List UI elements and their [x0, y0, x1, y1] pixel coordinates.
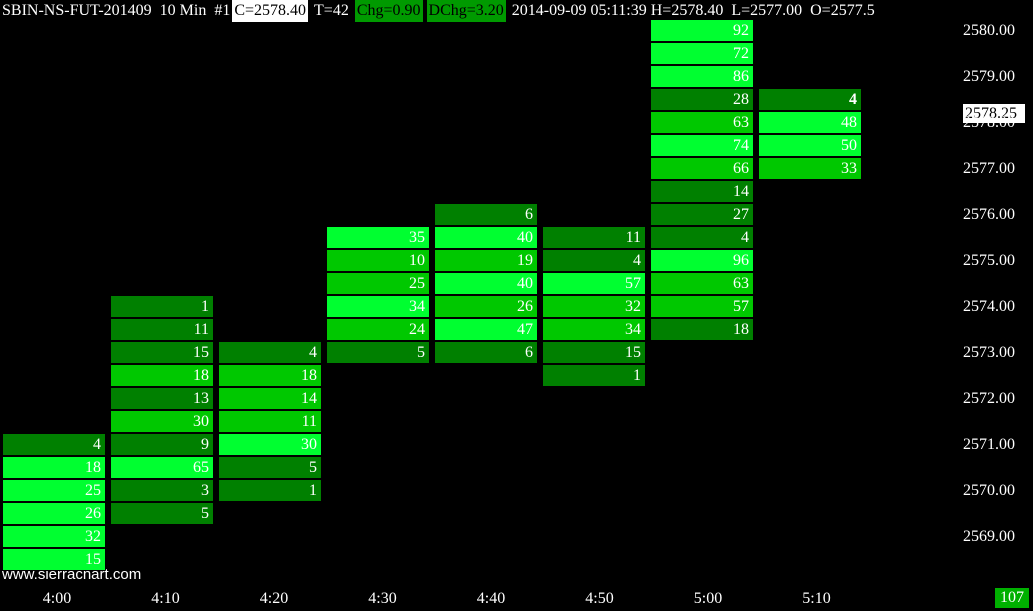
time-axis-label: 5:00: [693, 590, 723, 607]
price-axis-label: 2570.00: [963, 482, 1015, 499]
chart-header: SBIN-NS-FUT-201409 10 Min #1 C=2578.40 T=…: [0, 0, 960, 22]
datetime-label: 2014-09-09 05:11:39: [511, 2, 647, 19]
volume-cell: 15: [3, 548, 105, 571]
volume-cell: 40: [435, 226, 537, 249]
volume-cell: 9: [111, 433, 213, 456]
volume-cell: 63: [651, 111, 753, 134]
volume-cell: 4: [759, 88, 861, 111]
volume-cell: 18: [111, 364, 213, 387]
volume-cell: 48: [759, 111, 861, 134]
volume-cell: 27: [651, 203, 753, 226]
volume-cell: 15: [543, 341, 645, 364]
volume-cell: 19: [435, 249, 537, 272]
price-axis-label: 2578.00: [963, 114, 1015, 131]
volume-cell: 74: [651, 134, 753, 157]
price-axis-label: 2573.00: [963, 344, 1015, 361]
price-axis-label: 2569.00: [963, 528, 1015, 545]
volume-cell: 28: [651, 88, 753, 111]
volume-cell: 1: [219, 479, 321, 502]
chart-number-label: #1: [214, 2, 231, 19]
current-price-marker: 2578.25: [963, 104, 1025, 123]
volume-cell: 25: [327, 272, 429, 295]
price-axis-label: 2574.00: [963, 298, 1015, 315]
volume-cell: 25: [3, 479, 105, 502]
volume-cell: 18: [651, 318, 753, 341]
interval-label: 10 Min: [159, 2, 207, 19]
volume-cell: 57: [651, 295, 753, 318]
volume-cell: 10: [327, 249, 429, 272]
volume-cell: 34: [543, 318, 645, 341]
volume-cell: 11: [111, 318, 213, 341]
volume-cell: 11: [543, 226, 645, 249]
volume-cell: 18: [219, 364, 321, 387]
volume-cell: 30: [111, 410, 213, 433]
volume-cell: 3: [111, 479, 213, 502]
volume-cell: 5: [219, 456, 321, 479]
volume-cell: 96: [651, 249, 753, 272]
price-axis-label: 2575.00: [963, 252, 1015, 269]
volume-cell: 86: [651, 65, 753, 88]
time-axis-label: 5:10: [802, 590, 831, 607]
symbol-label: SBIN-NS-FUT-201409: [2, 2, 152, 19]
time-axis-label: 4:30: [368, 590, 397, 607]
volume-cell: 66: [651, 157, 753, 180]
time-axis-label: 4:10: [151, 590, 180, 607]
change-label: Chg=0.90: [354, 0, 423, 22]
volume-cell: 92: [651, 19, 753, 42]
volume-cell: 13: [111, 387, 213, 410]
volume-cell: 15: [111, 341, 213, 364]
time-axis-label: 4:50: [585, 590, 614, 607]
volume-cell: 34: [327, 295, 429, 318]
volume-cell: 14: [651, 180, 753, 203]
volume-cell: 65: [111, 456, 213, 479]
time-axis-label: 4:20: [259, 590, 289, 607]
volume-cell: 72: [651, 42, 753, 65]
price-axis-label: 2579.00: [963, 68, 1015, 85]
volume-cell: 24: [327, 318, 429, 341]
low-label: L=2577.00: [731, 2, 803, 19]
volume-cell: 4: [543, 249, 645, 272]
volume-cell: 6: [435, 341, 537, 364]
volume-cell: 32: [3, 525, 105, 548]
volume-cell: 26: [435, 295, 537, 318]
price-axis-label: 2576.00: [963, 206, 1015, 223]
volume-cell: 50: [759, 134, 861, 157]
volume-cell: 18: [3, 456, 105, 479]
volume-cell: 63: [651, 272, 753, 295]
price-axis-label: 2572.00: [963, 390, 1015, 407]
time-axis-label: 4:40: [476, 590, 506, 607]
volume-cell: 4: [651, 226, 753, 249]
volume-cell: 4: [3, 433, 105, 456]
price-axis-label: 2580.00: [963, 22, 1015, 39]
volume-cell: 33: [759, 157, 861, 180]
volume-cell: 57: [543, 272, 645, 295]
daily-change-label: DChg=3.20: [426, 0, 506, 22]
volume-badge: 107: [995, 588, 1029, 608]
volume-cell: 1: [543, 364, 645, 387]
volume-cell: 5: [327, 341, 429, 364]
volume-cell: 26: [3, 502, 105, 525]
time-axis-label: 4:00: [42, 590, 72, 607]
close-price-label: C=2578.40: [232, 0, 309, 22]
volume-cell: 14: [219, 387, 321, 410]
volume-cell: 32: [543, 295, 645, 318]
volume-cell: 40: [435, 272, 537, 295]
price-axis-label: 2577.00: [963, 160, 1015, 177]
volume-cell: 1: [111, 295, 213, 318]
volume-cell: 4: [219, 341, 321, 364]
volume-cell: 6: [435, 203, 537, 226]
high-label: H=2578.40: [650, 2, 724, 19]
ticks-label: T=42: [314, 2, 349, 19]
volume-cell: 11: [219, 410, 321, 433]
open-label: O=2577.5: [810, 2, 875, 19]
volume-cell: 5: [111, 502, 213, 525]
volume-cell: 35: [327, 226, 429, 249]
volume-cell: 47: [435, 318, 537, 341]
price-axis-label: 2571.00: [963, 436, 1015, 453]
volume-cell: 30: [219, 433, 321, 456]
